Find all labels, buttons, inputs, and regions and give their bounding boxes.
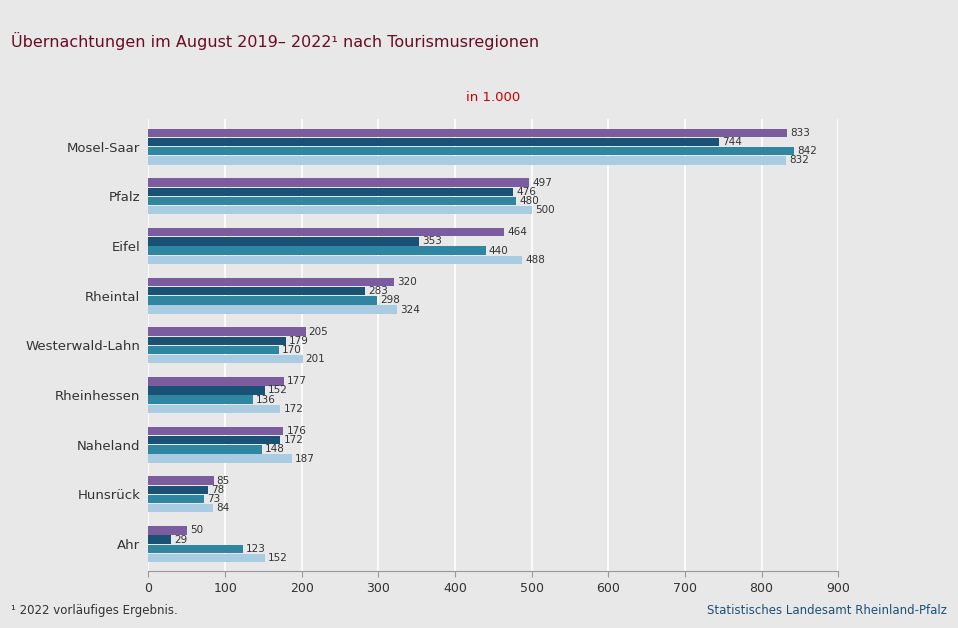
Bar [148,377,285,386]
Text: 170: 170 [282,345,302,355]
Text: 179: 179 [288,336,308,346]
Bar [148,129,787,137]
Bar [148,427,284,435]
Text: Übernachtungen im August 2019– 2022¹ nach Tourismusregionen: Übernachtungen im August 2019– 2022¹ nac… [11,32,539,50]
Text: 205: 205 [308,327,329,337]
Bar [148,156,787,165]
Bar [148,477,214,485]
Text: 50: 50 [190,526,203,535]
Bar [148,278,394,286]
Text: 152: 152 [268,553,288,563]
Text: Statistisches Landesamt Rheinland-Pfalz: Statistisches Landesamt Rheinland-Pfalz [706,604,947,617]
Bar [148,138,718,146]
Bar [148,337,285,345]
Bar [148,386,265,395]
Text: 172: 172 [284,435,304,445]
Text: 123: 123 [246,544,265,554]
Text: 148: 148 [265,445,285,455]
Text: 187: 187 [295,453,315,463]
Text: 85: 85 [217,475,230,485]
Bar [148,206,532,214]
Bar [148,256,522,264]
Text: 29: 29 [173,534,187,544]
Bar [148,495,204,503]
Bar [148,246,486,255]
Text: 842: 842 [797,146,817,156]
Text: 324: 324 [399,305,420,315]
Bar [148,485,208,494]
Text: 136: 136 [256,394,276,404]
Bar [148,305,397,314]
Text: 84: 84 [216,503,229,513]
Text: 832: 832 [789,156,810,165]
Bar [148,445,262,453]
Bar [148,237,419,246]
Bar [148,346,279,354]
Text: 744: 744 [721,137,741,147]
Text: 177: 177 [287,376,308,386]
Text: 353: 353 [422,236,442,246]
Bar [148,287,365,295]
Bar [148,554,265,562]
Bar [148,396,253,404]
Text: 152: 152 [268,386,288,396]
Text: 833: 833 [790,128,810,138]
Text: 283: 283 [369,286,388,296]
Bar [148,404,281,413]
Bar [148,178,530,187]
Bar [148,197,516,205]
Text: in 1.000: in 1.000 [467,91,520,104]
Text: 464: 464 [507,227,527,237]
Text: 488: 488 [526,255,545,265]
Bar [148,188,513,196]
Text: 172: 172 [284,404,304,414]
Text: 176: 176 [286,426,307,436]
Bar [148,504,213,512]
Text: 298: 298 [380,295,399,305]
Bar [148,544,242,553]
Bar [148,147,794,156]
Text: 320: 320 [397,277,417,287]
Text: 480: 480 [519,196,539,206]
Bar [148,296,376,305]
Text: 500: 500 [535,205,555,215]
Bar [148,535,171,544]
Bar [148,228,504,237]
Bar [148,436,281,445]
Text: 73: 73 [208,494,220,504]
Text: 440: 440 [489,246,509,256]
Text: 476: 476 [516,187,536,197]
Bar [148,355,303,364]
Bar [148,526,187,534]
Bar [148,327,306,336]
Text: 78: 78 [212,485,224,495]
Bar [148,454,292,463]
Text: ¹ 2022 vorläufiges Ergebnis.: ¹ 2022 vorläufiges Ergebnis. [11,604,178,617]
Text: 201: 201 [306,354,326,364]
Text: 497: 497 [533,178,553,188]
